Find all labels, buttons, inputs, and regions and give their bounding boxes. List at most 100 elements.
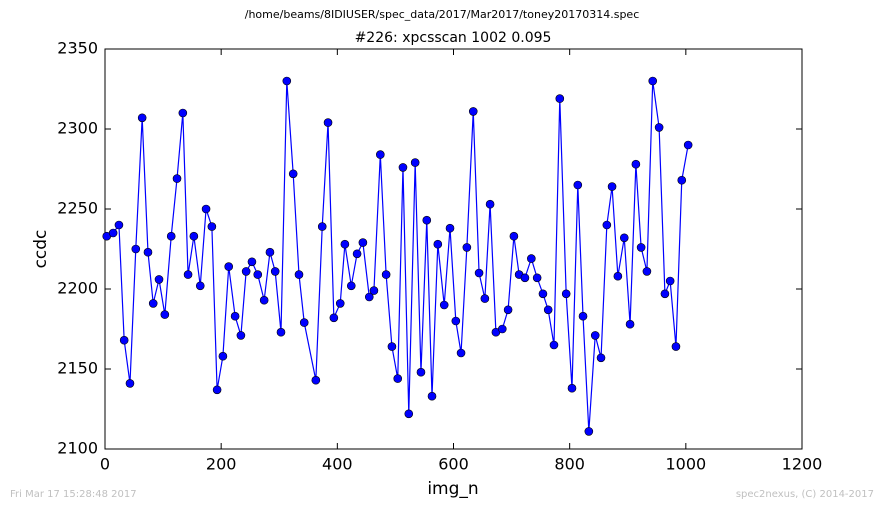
- data-point: [195, 281, 205, 291]
- data-point: [439, 300, 449, 310]
- y-tick-label: 2300: [57, 119, 98, 138]
- data-point: [398, 163, 408, 172]
- series-line: [106, 80, 689, 432]
- y-tick-label: 2100: [57, 439, 98, 458]
- data-point: [148, 299, 158, 308]
- data-point: [433, 239, 443, 249]
- data-point: [143, 247, 153, 257]
- data-point: [241, 267, 251, 276]
- data-point: [416, 367, 426, 377]
- data-point: [288, 169, 298, 179]
- data-point: [404, 409, 414, 419]
- data-point: [247, 257, 257, 267]
- x-tick-label: 0: [100, 455, 110, 474]
- data-point: [166, 231, 176, 241]
- data-point: [683, 140, 693, 150]
- data-point: [154, 275, 164, 284]
- y-tick-label: 2250: [57, 199, 98, 218]
- data-point: [654, 123, 664, 132]
- data-point: [410, 158, 420, 167]
- data-point: [224, 262, 234, 271]
- data-point: [207, 222, 217, 231]
- data-point: [276, 327, 286, 337]
- data-point: [590, 331, 600, 340]
- data-point: [648, 76, 658, 86]
- x-tick-label: 200: [206, 455, 237, 474]
- data-point: [201, 204, 211, 214]
- chart-title: #226: xpcsscan 1002 0.095: [355, 30, 552, 46]
- data-point: [183, 270, 193, 279]
- data-point: [387, 342, 397, 351]
- data-point: [480, 294, 490, 303]
- data-point: [602, 220, 612, 230]
- data-point: [259, 295, 269, 305]
- data-point: [282, 76, 292, 86]
- data-point: [671, 342, 681, 351]
- data-point: [294, 270, 304, 279]
- y-tick-label: 2150: [57, 359, 98, 378]
- data-point: [178, 108, 188, 118]
- data-point: [520, 273, 530, 283]
- data-point: [468, 107, 478, 116]
- data-point: [230, 311, 240, 321]
- data-point: [335, 299, 345, 308]
- data-point: [485, 199, 495, 209]
- data-point: [376, 150, 385, 159]
- x-tick-label: 600: [438, 455, 469, 474]
- data-point: [108, 228, 118, 238]
- data-point: [561, 289, 571, 299]
- data-point: [311, 375, 321, 385]
- data-point: [212, 385, 222, 395]
- data-point: [427, 391, 437, 401]
- data-point: [503, 305, 513, 315]
- data-point: [270, 267, 280, 276]
- data-point: [596, 353, 606, 363]
- data-point: [218, 351, 228, 361]
- data-point: [497, 324, 507, 334]
- data-point: [189, 231, 199, 241]
- data-point: [636, 243, 646, 252]
- data-point: [422, 215, 432, 225]
- data-point: [538, 289, 548, 299]
- data-point: [119, 335, 129, 345]
- data-point: [613, 271, 623, 281]
- data-point: [555, 94, 565, 103]
- data-point: [509, 231, 519, 241]
- x-tick-label: 400: [322, 455, 353, 474]
- x-axis-label: img_n: [427, 479, 478, 499]
- data-point: [543, 305, 553, 315]
- data-point: [317, 222, 327, 231]
- x-tick-label: 1200: [782, 455, 823, 474]
- data-point: [677, 175, 687, 185]
- data-point: [451, 316, 461, 326]
- data-point: [619, 233, 629, 243]
- data-point: [299, 318, 309, 327]
- data-point: [131, 244, 141, 254]
- data-point: [253, 270, 263, 279]
- data-point: [381, 270, 391, 279]
- data-point: [578, 311, 588, 321]
- data-point: [137, 113, 147, 123]
- data-point: [462, 243, 472, 252]
- data-point: [660, 289, 670, 299]
- data-point: [346, 281, 356, 291]
- data-point: [631, 159, 641, 169]
- x-tick-label: 1000: [665, 455, 706, 474]
- data-point: [474, 268, 484, 278]
- data-point: [340, 239, 350, 249]
- data-point: [573, 180, 583, 190]
- data-point: [567, 383, 577, 393]
- data-point: [160, 310, 170, 319]
- data-point: [364, 292, 374, 302]
- data-point: [358, 238, 368, 247]
- data-point: [456, 348, 466, 358]
- y-tick-label: 2200: [57, 279, 98, 298]
- data-point: [549, 340, 559, 350]
- data-point: [527, 254, 536, 263]
- data-point: [352, 249, 362, 259]
- data-point: [642, 267, 652, 276]
- data-point: [265, 247, 275, 257]
